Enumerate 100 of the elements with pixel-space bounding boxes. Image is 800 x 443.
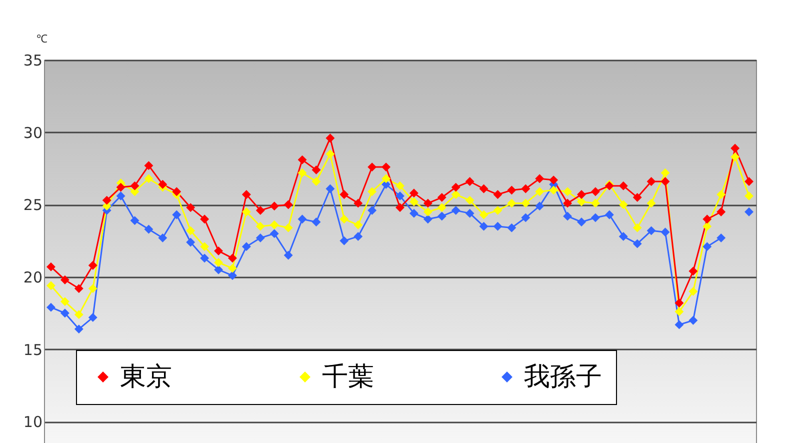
point — [284, 200, 293, 210]
point — [340, 214, 349, 224]
point — [507, 223, 516, 232]
point — [688, 316, 698, 325]
point — [228, 271, 237, 280]
point — [312, 218, 321, 226]
point — [437, 192, 446, 202]
point — [423, 207, 432, 216]
point — [590, 198, 600, 208]
point — [284, 250, 293, 260]
point — [730, 152, 740, 162]
point — [60, 275, 70, 284]
point — [507, 198, 516, 208]
point — [507, 186, 516, 195]
point — [632, 239, 642, 248]
y-tick-label: 25 — [23, 196, 42, 214]
point — [326, 184, 335, 194]
point — [312, 177, 321, 186]
point — [368, 206, 377, 215]
point — [256, 206, 265, 215]
point — [716, 207, 726, 216]
point — [312, 165, 321, 174]
point — [702, 242, 712, 252]
point — [270, 229, 279, 238]
point — [228, 254, 237, 263]
point — [674, 307, 684, 316]
point — [716, 190, 726, 199]
point — [744, 207, 754, 216]
point — [326, 150, 335, 158]
point — [186, 226, 196, 236]
point — [256, 222, 265, 231]
point — [535, 187, 544, 196]
point — [130, 181, 140, 190]
point — [646, 177, 656, 186]
point — [618, 181, 628, 190]
point — [396, 203, 404, 212]
y-axis-title: ℃ — [36, 34, 48, 46]
point — [451, 206, 460, 215]
point — [60, 308, 70, 318]
y-tick-label: 20 — [23, 268, 42, 286]
point — [46, 281, 56, 290]
point — [144, 161, 154, 170]
point — [423, 198, 432, 208]
point — [340, 236, 349, 246]
point — [702, 222, 712, 231]
point — [646, 198, 656, 208]
point — [479, 184, 488, 194]
point — [214, 246, 223, 256]
point — [298, 214, 307, 224]
point — [74, 284, 84, 294]
point — [200, 242, 210, 252]
y-tick-label: 30 — [23, 124, 42, 142]
point — [200, 254, 210, 263]
point — [158, 180, 168, 189]
point — [577, 190, 586, 199]
point — [535, 174, 544, 184]
point — [674, 298, 684, 308]
point — [493, 190, 502, 199]
point — [660, 228, 670, 237]
point — [186, 203, 196, 212]
point — [144, 174, 154, 184]
point — [409, 208, 418, 218]
point — [409, 197, 418, 206]
legend-label: 我孫子 — [524, 362, 602, 392]
point — [577, 218, 586, 226]
point — [242, 190, 251, 199]
point — [158, 233, 168, 242]
point — [660, 177, 670, 186]
point — [116, 182, 126, 192]
point — [144, 224, 154, 234]
point — [577, 197, 586, 206]
point — [88, 312, 98, 322]
point — [102, 196, 112, 205]
point — [744, 177, 754, 186]
point — [242, 242, 251, 252]
point — [479, 222, 488, 231]
point — [354, 198, 363, 208]
point — [382, 174, 391, 184]
point — [632, 192, 642, 202]
point — [60, 297, 70, 306]
point — [688, 266, 698, 276]
point — [688, 286, 698, 296]
y-tick-label: 15 — [23, 340, 42, 359]
point — [382, 162, 391, 172]
point — [437, 212, 446, 221]
point — [618, 200, 628, 210]
point — [396, 181, 404, 190]
point — [284, 223, 293, 232]
point — [590, 213, 600, 222]
point — [465, 177, 474, 186]
point — [479, 210, 488, 220]
point — [396, 191, 404, 200]
point — [465, 208, 474, 218]
point — [437, 203, 446, 212]
y-tick-label: 10 — [23, 413, 42, 432]
point — [423, 214, 432, 224]
point — [270, 220, 279, 230]
point — [130, 216, 140, 226]
point — [200, 214, 210, 224]
point — [298, 168, 307, 178]
